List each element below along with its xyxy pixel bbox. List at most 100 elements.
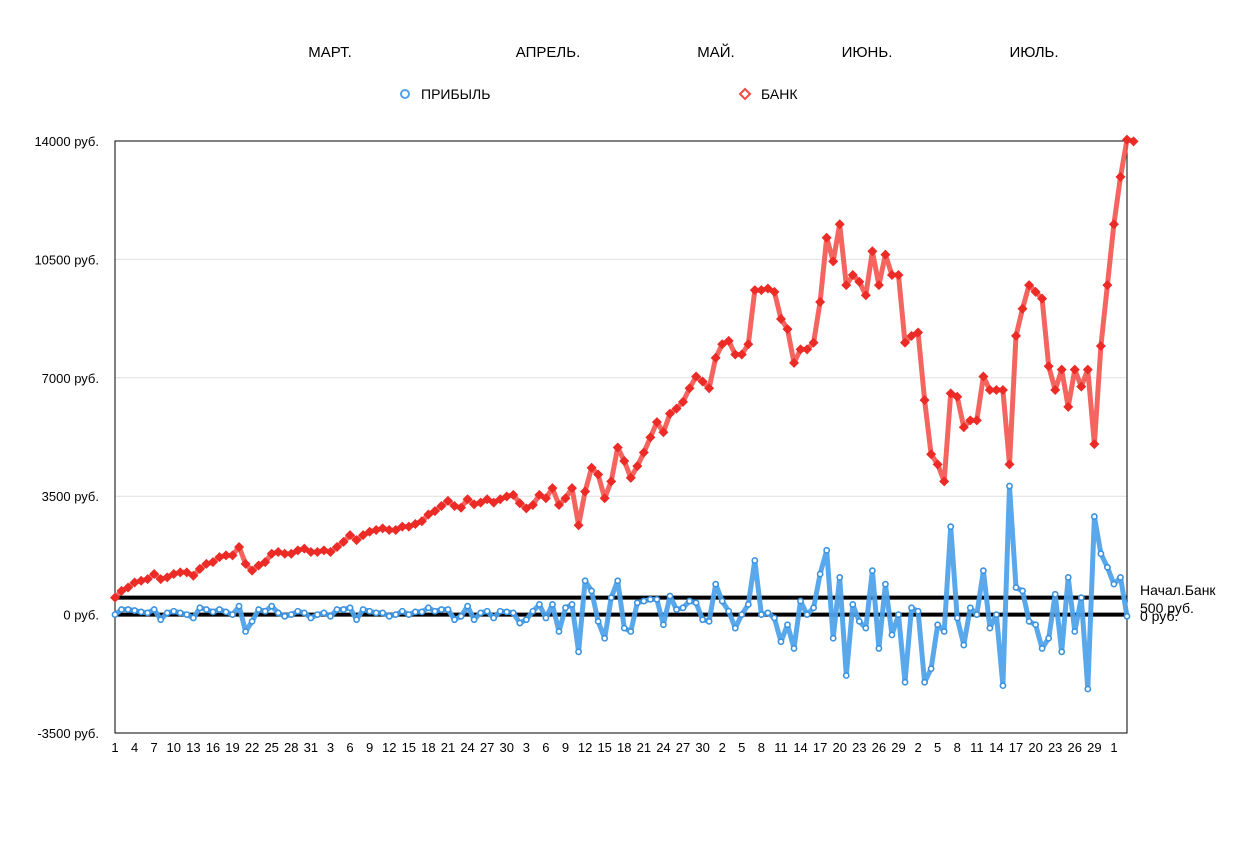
x-tick-label: 18 xyxy=(421,740,435,755)
x-tick-label: 31 xyxy=(304,740,318,755)
data-point xyxy=(1104,563,1111,571)
data-point xyxy=(149,569,160,580)
data-point xyxy=(540,493,551,504)
data-point xyxy=(392,611,400,618)
data-point xyxy=(1025,617,1033,625)
data-point xyxy=(1004,459,1015,470)
data-point xyxy=(965,415,976,426)
x-tick-label: 7 xyxy=(151,740,158,755)
data-point xyxy=(960,641,968,649)
y-tick-label: 14000 руб. xyxy=(34,134,99,149)
data-point xyxy=(1051,590,1059,598)
x-tick-label: 3 xyxy=(523,740,530,755)
x-tick-label: 17 xyxy=(813,740,827,755)
data-point xyxy=(464,602,471,610)
data-point xyxy=(1038,645,1046,652)
x-tick-label: 26 xyxy=(1068,740,1082,755)
data-point xyxy=(784,621,791,629)
x-tick-label: 12 xyxy=(578,740,592,755)
data-point xyxy=(581,577,589,585)
data-point xyxy=(619,456,630,467)
x-tick-label: 2 xyxy=(914,740,921,755)
data-point xyxy=(749,285,760,296)
data-point xyxy=(1030,286,1041,297)
data-point xyxy=(359,606,367,613)
data-point xyxy=(671,403,682,414)
data-point xyxy=(880,249,891,260)
data-point xyxy=(560,493,571,504)
data-point xyxy=(405,611,413,618)
data-point xyxy=(1090,513,1098,520)
data-point xyxy=(118,606,125,613)
data-point xyxy=(385,612,393,620)
data-point xyxy=(973,611,981,618)
data-point xyxy=(248,617,256,625)
data-point xyxy=(123,582,134,593)
data-point xyxy=(588,587,596,595)
data-point xyxy=(953,614,961,622)
data-point xyxy=(599,493,610,504)
data-point xyxy=(921,678,928,686)
data-point xyxy=(651,417,662,428)
data-point xyxy=(562,604,569,612)
data-point xyxy=(431,607,439,615)
data-point xyxy=(660,621,667,629)
data-point xyxy=(697,376,708,387)
data-point xyxy=(320,609,328,617)
data-point xyxy=(614,577,622,585)
data-point xyxy=(723,335,734,346)
data-point xyxy=(882,580,889,588)
data-point xyxy=(229,611,236,618)
x-tick-label: 29 xyxy=(1087,740,1101,755)
data-point xyxy=(268,602,276,610)
data-point xyxy=(1058,648,1066,656)
x-tick-label: 27 xyxy=(676,740,690,755)
data-point xyxy=(1017,303,1028,314)
data-point xyxy=(691,371,702,382)
data-point xyxy=(260,557,271,568)
data-point xyxy=(1128,136,1139,147)
data-point xyxy=(529,607,537,615)
data-point xyxy=(607,594,615,602)
data-point xyxy=(333,606,341,613)
data-point xyxy=(1102,280,1113,291)
x-tick-label: 20 xyxy=(1028,740,1042,755)
data-point xyxy=(862,624,870,632)
data-point xyxy=(984,384,995,395)
x-tick-label: 12 xyxy=(382,740,396,755)
data-point xyxy=(997,384,1008,395)
data-point xyxy=(416,516,427,527)
data-point xyxy=(900,337,911,348)
data-point xyxy=(940,628,948,635)
data-point xyxy=(247,565,258,576)
data-point xyxy=(1095,341,1106,352)
y-tick-label: 7000 руб. xyxy=(42,371,99,386)
x-tick-label: 21 xyxy=(441,740,455,755)
data-point xyxy=(456,502,467,513)
data-point xyxy=(287,611,295,618)
series-line xyxy=(112,483,1130,692)
data-point xyxy=(508,489,519,500)
data-point xyxy=(808,337,819,348)
data-point xyxy=(183,611,191,618)
data-point xyxy=(327,612,334,620)
data-point xyxy=(686,597,693,605)
data-point xyxy=(834,219,845,230)
data-point xyxy=(1084,685,1092,693)
x-tick-label: 1 xyxy=(1110,740,1117,755)
data-point xyxy=(235,602,243,610)
data-point xyxy=(653,595,661,603)
data-point xyxy=(411,608,419,616)
data-point xyxy=(797,597,804,605)
data-point xyxy=(815,297,826,308)
x-tick-label: 2 xyxy=(719,740,726,755)
data-point xyxy=(477,609,485,617)
month-label: ИЮНЬ. xyxy=(842,44,893,61)
data-point xyxy=(483,607,491,615)
data-point xyxy=(222,608,230,616)
data-point xyxy=(490,614,498,622)
data-point xyxy=(633,599,641,607)
data-point xyxy=(828,256,839,267)
data-point xyxy=(790,645,798,652)
data-point xyxy=(345,530,356,541)
